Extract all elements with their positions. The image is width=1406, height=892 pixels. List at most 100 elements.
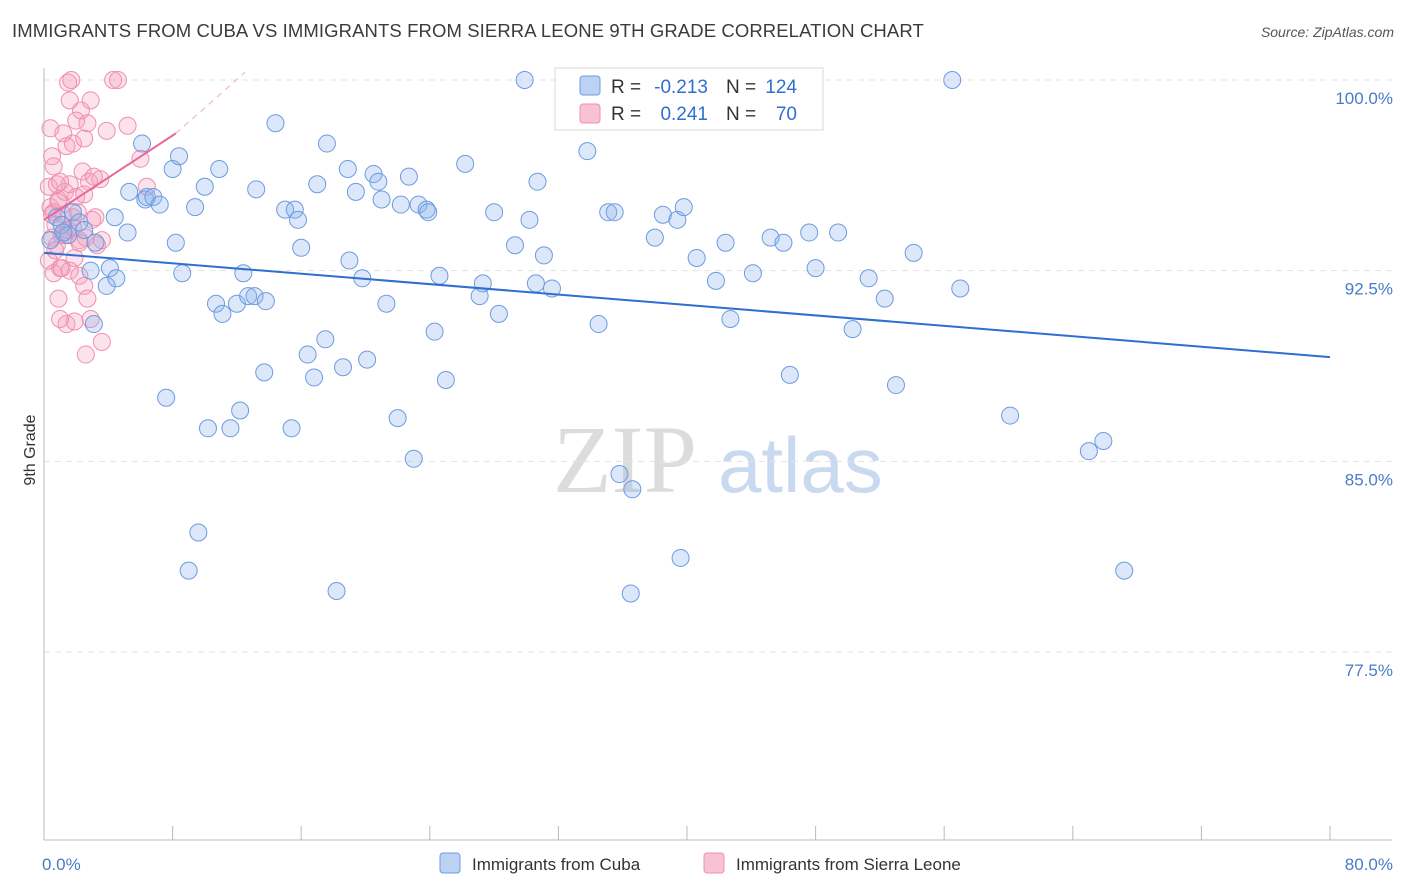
chart-title: IMMIGRANTS FROM CUBA VS IMMIGRANTS FROM …	[12, 20, 924, 41]
cuba-point	[1094, 431, 1113, 450]
cuba-point	[338, 159, 357, 178]
cuba-point	[485, 203, 504, 222]
sierra-leone-point	[104, 71, 123, 89]
y-tick-label: 100.0%	[1335, 89, 1393, 108]
sierra-leone-point	[86, 208, 105, 227]
sierra-leone-point	[60, 261, 79, 280]
cuba-point	[520, 210, 539, 229]
cuba-point	[100, 259, 119, 278]
cuba-points	[41, 71, 1134, 603]
cuba-point	[721, 309, 740, 328]
cuba-point	[54, 223, 73, 242]
cuba-point	[391, 195, 410, 214]
sierra-leone-point	[81, 91, 100, 110]
cuba-point	[173, 264, 192, 283]
sierra-leone-point	[49, 193, 68, 212]
cuba-point	[195, 177, 214, 196]
cuba-point	[528, 172, 547, 191]
cuba-point	[1115, 561, 1134, 580]
cuba-point	[120, 182, 139, 201]
cuba-point	[86, 233, 105, 252]
trend-lines	[43, 71, 1331, 359]
sierra-leone-point	[78, 289, 97, 308]
cuba-point	[210, 159, 229, 178]
cuba-point	[255, 363, 274, 382]
cuba-trend-line	[43, 251, 1331, 359]
legend-swatch-sierra	[579, 103, 601, 124]
sierra-leone-point	[44, 157, 63, 176]
y-axis-label: 9th Grade	[22, 414, 39, 485]
legend-bottom-label-sierra: Immigrants from Sierra Leone	[736, 855, 961, 874]
cuba-point	[346, 182, 365, 201]
cuba-point	[118, 223, 137, 242]
cuba-point	[1079, 442, 1098, 461]
y-tick-label: 92.5%	[1345, 280, 1393, 299]
x-tick-label-end: 80.0%	[1345, 855, 1393, 874]
cuba-point	[231, 401, 250, 420]
legend-bottom-label-cuba: Immigrants from Cuba	[472, 855, 641, 874]
correlation-legend: R = -0.213 N = 124 R = 0.241 N = 70	[554, 67, 824, 131]
cuba-point	[179, 561, 198, 580]
sierra-leone-trend-extension	[175, 71, 246, 134]
cuba-point	[317, 134, 336, 153]
cuba-point	[340, 251, 359, 270]
sierra-leone-point	[47, 175, 66, 194]
sierra-leone-point	[62, 71, 81, 89]
sierra-leone-point	[70, 266, 89, 285]
cuba-point	[430, 266, 449, 285]
cuba-point	[886, 376, 905, 395]
cuba-point	[388, 409, 407, 428]
cuba-point	[266, 114, 285, 133]
cuba-point	[358, 350, 377, 369]
cuba-point	[305, 368, 324, 387]
cuba-point	[489, 304, 508, 323]
cuba-point	[843, 320, 862, 339]
cuba-point	[221, 419, 240, 438]
legend-r-value-sierra: 0.241	[660, 104, 708, 125]
cuba-point	[904, 243, 923, 262]
watermark-atlas: atlas	[718, 421, 883, 509]
legend-n-label-sierra: N =	[726, 104, 756, 125]
cuba-point	[951, 279, 970, 298]
cuba-point	[316, 330, 335, 349]
cuba-point	[505, 236, 524, 255]
cuba-point	[589, 315, 608, 334]
sierra-leone-point	[118, 116, 137, 135]
cuba-point	[97, 276, 116, 295]
cuba-point	[875, 289, 894, 308]
cuba-point	[327, 581, 346, 600]
legend-n-value-cuba: 124	[765, 77, 797, 98]
legend-r-label-cuba: R =	[611, 77, 641, 98]
cuba-point	[645, 228, 664, 247]
cuba-point	[308, 175, 327, 194]
legend-r-value-cuba: -0.213	[654, 77, 708, 98]
cuba-point	[671, 548, 690, 567]
cuba-point	[372, 190, 391, 209]
cuba-point	[399, 167, 418, 186]
cuba-point	[774, 233, 793, 252]
cuba-point	[292, 238, 311, 257]
cuba-point	[674, 198, 693, 217]
cuba-point	[207, 294, 226, 313]
cuba-point	[52, 215, 71, 234]
sierra-leone-point	[49, 289, 68, 308]
legend-bottom-swatch-sierra	[703, 852, 725, 874]
sierra-leone-point	[81, 309, 100, 328]
cuba-point	[247, 180, 266, 199]
cuba-point	[623, 480, 642, 499]
cuba-point	[285, 200, 304, 219]
cuba-point	[1001, 406, 1020, 425]
cuba-point	[157, 388, 176, 407]
cuba-point	[198, 419, 217, 438]
cuba-point	[605, 203, 624, 222]
cuba-point	[170, 147, 189, 166]
gridlines	[44, 79, 1392, 653]
sierra-leone-point	[108, 71, 127, 89]
cuba-point	[288, 210, 307, 229]
cuba-point	[534, 246, 553, 265]
x-tick-labels: 0.0% 80.0%	[42, 855, 1393, 874]
cuba-point	[515, 71, 534, 89]
cuba-point	[780, 365, 799, 384]
sierra-leone-point	[65, 312, 84, 331]
cuba-point	[743, 264, 762, 283]
